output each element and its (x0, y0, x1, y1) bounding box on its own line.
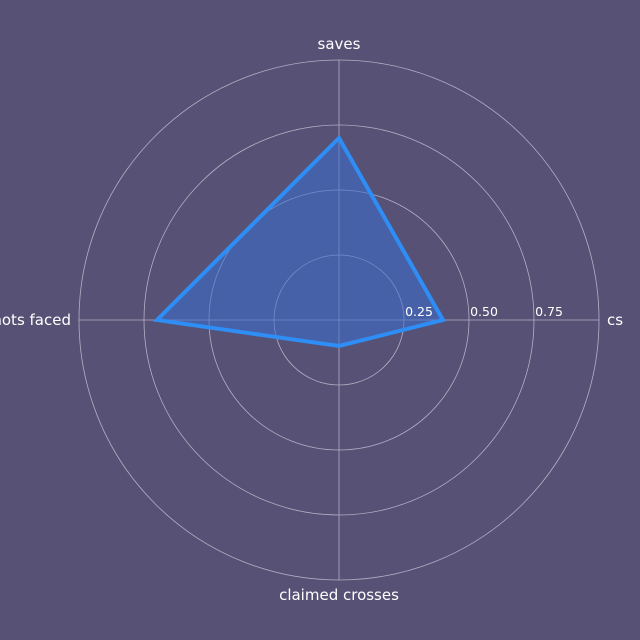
axis-label-cs: cs (607, 311, 623, 329)
tick-label-2: 0.75 (535, 304, 563, 319)
series-area-0 (152, 134, 447, 349)
axis-label-claimed-crosses: claimed crosses (279, 586, 399, 604)
label-layer: 0.25 0.50 0.75 cs saves shots faced claimed cr… (0, 35, 623, 604)
axis-label-shots-faced: shots faced (0, 311, 71, 329)
tick-label-1: 0.50 (470, 304, 498, 319)
axis-label-saves: saves (318, 35, 361, 53)
series-layer (152, 134, 447, 349)
tick-label-0: 0.25 (405, 304, 433, 319)
